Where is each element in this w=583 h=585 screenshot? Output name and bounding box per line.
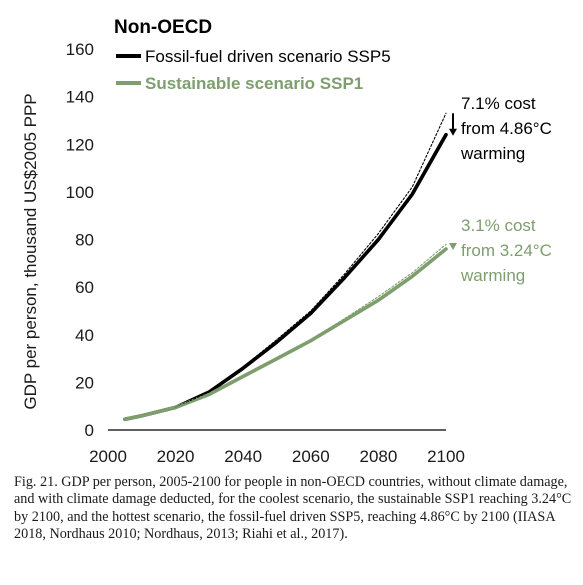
y-tick-label: 120 — [66, 135, 94, 154]
series-line-ssp5 — [123, 132, 448, 422]
chart-title: Non-OECD — [114, 17, 212, 38]
x-tick-label: 2020 — [157, 447, 195, 466]
series-line-no-damage — [175, 112, 447, 408]
chart-annotations: 7.1% cost from 4.86°C warming 3.1% cost from… — [449, 94, 552, 285]
series-line-ssp1 — [123, 247, 448, 422]
y-axis-label: GDP per person, thousand US$2005 PPP — [21, 93, 40, 409]
legend-label: Fossil-fuel driven scenario SSP5 — [145, 47, 391, 66]
annotation-text: warming — [460, 144, 525, 163]
y-tick-label: 100 — [66, 183, 94, 202]
y-tick-label: 20 — [75, 373, 94, 392]
legend-label: Sustainable scenario SSP1 — [145, 74, 363, 93]
chart-series — [123, 112, 448, 422]
x-tick-label: 2000 — [89, 447, 127, 466]
annotation-text: 7.1% cost — [461, 94, 536, 113]
figure-caption: Fig. 21. GDP per person, 2005-2100 for p… — [14, 474, 572, 543]
annotation-text: from 3.24°C — [461, 241, 552, 260]
y-tick-label: 0 — [85, 421, 94, 440]
series-line-no-damage — [175, 243, 447, 408]
annotation-arrowhead — [449, 243, 457, 251]
x-tick-label: 2060 — [292, 447, 330, 466]
y-tick-label: 40 — [75, 326, 94, 345]
x-tick-label: 2100 — [427, 447, 465, 466]
y-tick-label: 60 — [75, 278, 94, 297]
annotation-arrowhead — [449, 128, 457, 136]
x-tick-label: 2080 — [359, 447, 397, 466]
annotation-text: warming — [460, 266, 525, 285]
annotation-text: 3.1% cost — [461, 216, 536, 235]
x-tick-label: 2040 — [224, 447, 262, 466]
chart-legend: Non-OECD Fossil-fuel driven scenario SSP5… — [114, 17, 391, 93]
annotation-text: from 4.86°C — [461, 119, 552, 138]
y-tick-label: 160 — [66, 40, 94, 59]
y-tick-label: 140 — [66, 88, 94, 107]
y-tick-label: 80 — [75, 231, 94, 250]
